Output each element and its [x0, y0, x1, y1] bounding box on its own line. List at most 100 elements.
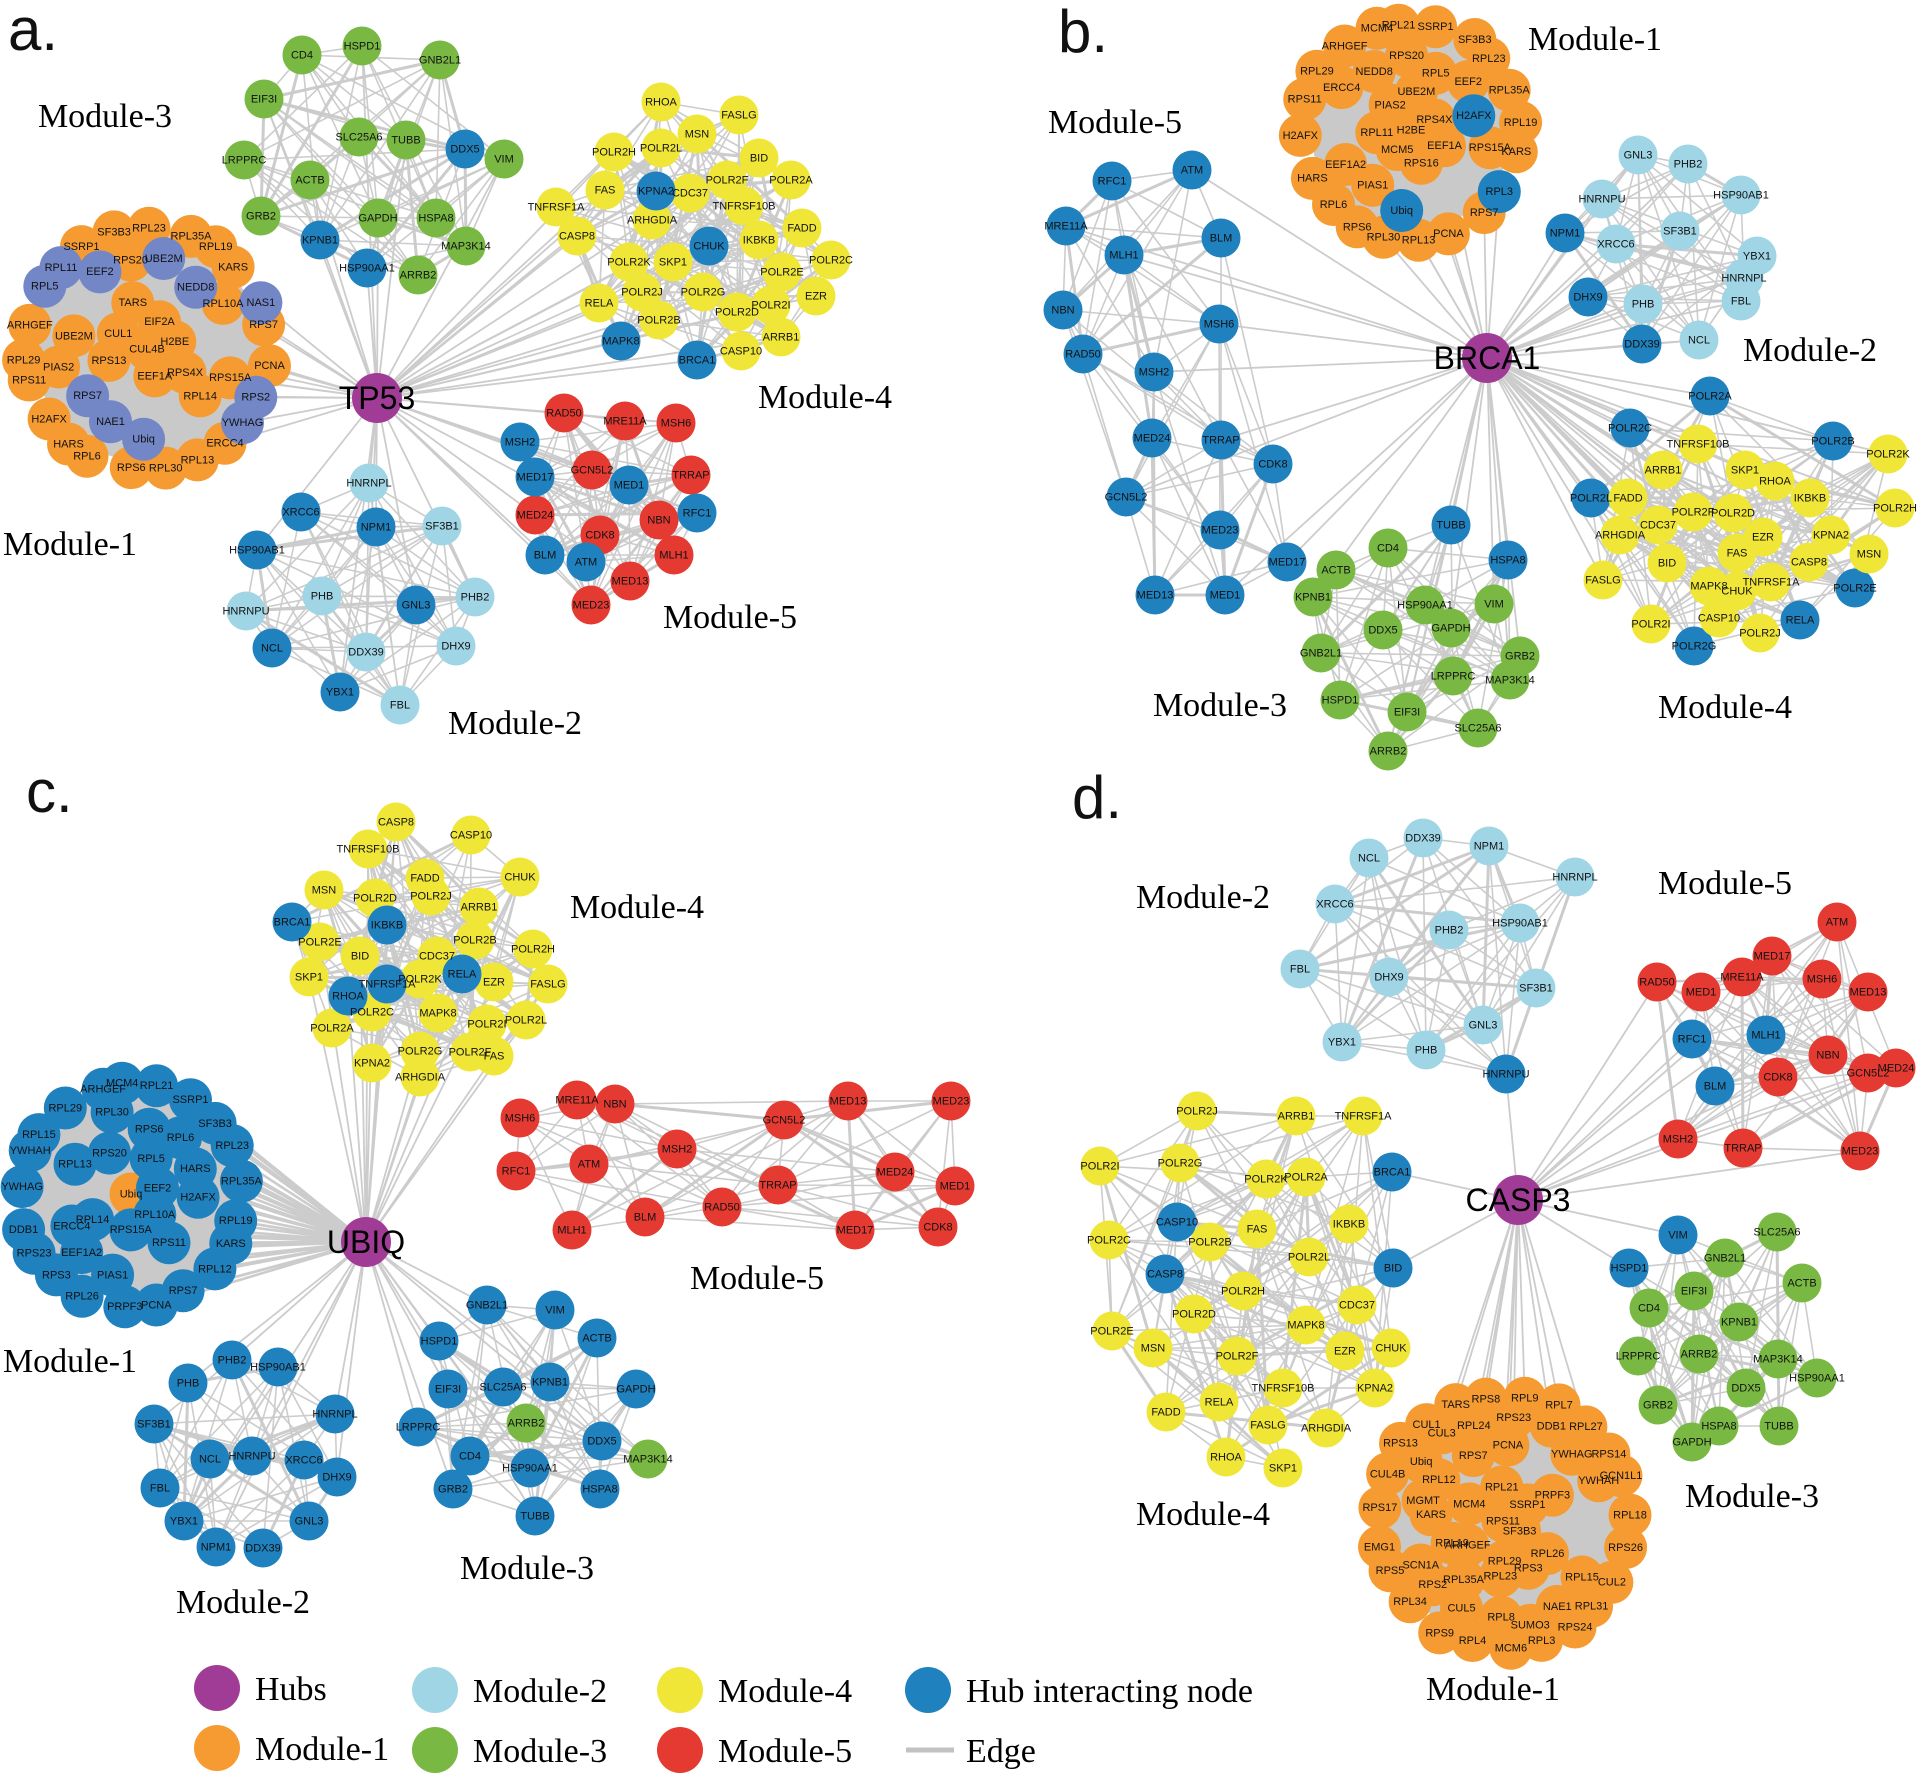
svg-text:RPL5: RPL5 [137, 1153, 165, 1165]
svg-text:NBN: NBN [1051, 305, 1074, 317]
svg-text:DHX9: DHX9 [322, 1472, 351, 1484]
svg-text:MAP3K14: MAP3K14 [1485, 675, 1535, 687]
svg-text:H2AFX: H2AFX [180, 1192, 216, 1204]
svg-text:NBN: NBN [647, 515, 670, 527]
svg-text:Module-1: Module-1 [255, 1731, 389, 1768]
svg-text:RPS20: RPS20 [113, 255, 148, 267]
svg-text:FADD: FADD [1151, 1407, 1180, 1419]
svg-text:HARS: HARS [180, 1163, 211, 1175]
svg-text:LRPPRC: LRPPRC [1431, 671, 1476, 683]
svg-text:Module-3: Module-3 [473, 1733, 607, 1770]
svg-text:RHOA: RHOA [332, 991, 364, 1003]
svg-text:RPL35A: RPL35A [1489, 85, 1531, 97]
svg-text:RPS7: RPS7 [1470, 207, 1499, 219]
svg-text:SF3B3: SF3B3 [1503, 1526, 1537, 1538]
svg-text:RPL14: RPL14 [183, 390, 217, 402]
svg-text:GNB2L1: GNB2L1 [1704, 1253, 1746, 1265]
svg-text:HSP90AB1: HSP90AB1 [1713, 190, 1769, 202]
svg-text:NAE1: NAE1 [96, 416, 125, 428]
svg-text:CDC37: CDC37 [1339, 1300, 1375, 1312]
svg-text:RAD50: RAD50 [1065, 349, 1100, 361]
svg-text:Module-3: Module-3 [1685, 1478, 1819, 1515]
svg-text:HSPD1: HSPD1 [344, 41, 381, 53]
svg-text:TNFRSF1A: TNFRSF1A [528, 202, 586, 214]
svg-text:Module-5: Module-5 [1658, 865, 1792, 902]
svg-text:KPNA2: KPNA2 [1357, 1383, 1393, 1395]
svg-text:Hub interacting node: Hub interacting node [966, 1673, 1253, 1710]
svg-text:GRB2: GRB2 [438, 1484, 468, 1496]
svg-text:PIAS1: PIAS1 [1357, 180, 1388, 192]
svg-text:KPNB1: KPNB1 [302, 235, 338, 247]
svg-text:Hubs: Hubs [255, 1671, 327, 1708]
svg-text:VIM: VIM [545, 1305, 565, 1317]
svg-text:GCN5L2: GCN5L2 [571, 465, 614, 477]
svg-text:RPS7: RPS7 [1459, 1450, 1488, 1462]
svg-text:SF3B1: SF3B1 [1663, 226, 1697, 238]
svg-text:RPS4X: RPS4X [167, 367, 204, 379]
svg-text:POLR2H: POLR2H [511, 944, 555, 956]
svg-text:GAPDH: GAPDH [1672, 1437, 1711, 1449]
svg-text:Module-3: Module-3 [38, 98, 172, 135]
svg-text:MCM4: MCM4 [1361, 23, 1393, 35]
svg-text:NAE1: NAE1 [1543, 1601, 1572, 1613]
svg-text:Module-5: Module-5 [718, 1733, 852, 1770]
svg-text:FASLG: FASLG [721, 110, 756, 122]
svg-text:MLH1: MLH1 [1751, 1030, 1780, 1042]
svg-text:POLR2L: POLR2L [1570, 493, 1612, 505]
svg-text:EMG1: EMG1 [1364, 1541, 1395, 1553]
svg-text:MED1: MED1 [1210, 590, 1241, 602]
svg-text:POLR2C: POLR2C [809, 255, 853, 267]
svg-text:MED17: MED17 [1269, 557, 1306, 569]
svg-text:GNB2L1: GNB2L1 [419, 55, 461, 67]
svg-text:SLC25A6: SLC25A6 [1753, 1227, 1800, 1239]
svg-text:ACTB: ACTB [582, 1333, 611, 1345]
svg-text:RPS15A: RPS15A [110, 1224, 153, 1236]
svg-text:ARRB1: ARRB1 [763, 332, 800, 344]
svg-text:RPL23: RPL23 [132, 223, 166, 235]
svg-text:CUL2: CUL2 [1598, 1577, 1626, 1589]
svg-text:CDC37: CDC37 [672, 188, 708, 200]
svg-text:VIM: VIM [1668, 1230, 1688, 1242]
svg-text:RFC1: RFC1 [683, 508, 712, 520]
svg-text:TUBB: TUBB [1436, 520, 1465, 532]
svg-text:ARRB2: ARRB2 [508, 1418, 545, 1430]
svg-text:RPL8: RPL8 [1487, 1612, 1515, 1624]
svg-text:TNFRSF10B: TNFRSF10B [1667, 439, 1730, 451]
svg-text:RPL11: RPL11 [1360, 127, 1393, 139]
svg-text:RPS15A: RPS15A [1469, 142, 1512, 154]
svg-text:POLR2H: POLR2H [592, 147, 636, 159]
svg-text:RPS6: RPS6 [135, 1124, 164, 1136]
svg-text:EIF3I: EIF3I [1681, 1286, 1707, 1298]
svg-text:FADD: FADD [787, 223, 816, 235]
svg-text:Edge: Edge [966, 1733, 1036, 1770]
svg-text:POLR2I: POLR2I [1080, 1161, 1119, 1173]
svg-text:KPNA2: KPNA2 [638, 186, 674, 198]
svg-text:Module-1: Module-1 [3, 526, 137, 563]
svg-text:MLH1: MLH1 [659, 550, 688, 562]
svg-text:YWHAH: YWHAH [1578, 1475, 1619, 1487]
svg-text:POLR2C: POLR2C [1608, 423, 1652, 435]
svg-text:MED13: MED13 [830, 1096, 867, 1108]
svg-text:MCM4: MCM4 [106, 1078, 138, 1090]
svg-text:GCN5L2: GCN5L2 [763, 1115, 806, 1127]
svg-text:MCM4: MCM4 [1453, 1498, 1485, 1510]
svg-text:MSH6: MSH6 [1807, 974, 1838, 986]
svg-text:KARS: KARS [1501, 146, 1531, 158]
svg-text:ARRB2: ARRB2 [1370, 746, 1407, 758]
svg-text:IKBKB: IKBKB [1333, 1219, 1365, 1231]
svg-text:MLH1: MLH1 [1109, 250, 1138, 262]
svg-text:CDK8: CDK8 [923, 1222, 952, 1234]
svg-text:DHX9: DHX9 [441, 641, 470, 653]
svg-text:BLM: BLM [1210, 233, 1233, 245]
svg-text:MED1: MED1 [940, 1181, 971, 1193]
svg-text:VIM: VIM [1484, 599, 1504, 611]
svg-text:FASLG: FASLG [530, 979, 565, 991]
svg-text:RPS26: RPS26 [1608, 1542, 1643, 1554]
svg-text:ERCC4: ERCC4 [53, 1220, 90, 1232]
svg-text:POLR2L: POLR2L [1288, 1252, 1330, 1264]
svg-text:TUBB: TUBB [520, 1511, 549, 1523]
svg-text:FBL: FBL [1290, 964, 1310, 976]
svg-text:POLR2K: POLR2K [1244, 1174, 1288, 1186]
svg-text:PCNA: PCNA [1433, 228, 1464, 240]
svg-text:Ubiq: Ubiq [132, 434, 155, 446]
